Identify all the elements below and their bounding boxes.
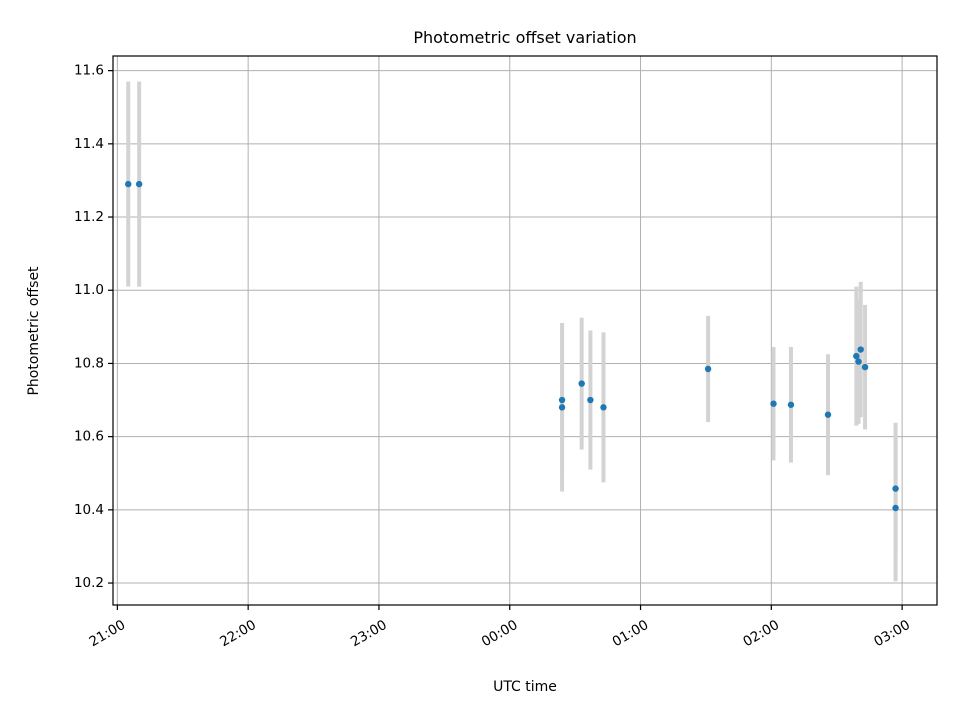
y-tick-label: 11.4	[74, 136, 104, 152]
data-point	[892, 504, 899, 512]
data-point	[578, 380, 585, 387]
tick-layer: 21:00 22:00 23:00 00:00 01:00 02:00 03:00 10.2 1…	[74, 63, 913, 651]
data-point	[600, 404, 607, 411]
x-tick-label: 02:00	[740, 617, 782, 650]
data-point	[125, 180, 132, 188]
data-point	[787, 401, 795, 408]
plot-frame	[112, 55, 938, 606]
data-point	[558, 396, 566, 404]
grid-layer	[113, 56, 937, 605]
data-point	[855, 358, 862, 365]
y-tick-label: 10.6	[74, 429, 104, 445]
x-tick-label: 00:00	[479, 617, 521, 650]
data-point	[770, 400, 777, 407]
data-point	[587, 396, 594, 404]
y-tick-label: 10.4	[74, 502, 104, 518]
data-point	[861, 363, 869, 371]
chart-title: Photometric offset variation	[413, 28, 636, 47]
y-tick-label: 10.2	[74, 575, 104, 591]
errorbar-layer	[126, 81, 898, 582]
data-point	[824, 411, 832, 418]
x-tick-label: 22:00	[217, 617, 259, 650]
data-point	[558, 404, 566, 411]
x-tick-label: 23:00	[348, 617, 390, 650]
y-tick-label: 10.8	[74, 355, 104, 371]
x-axis-label: UTC time	[493, 679, 557, 695]
data-point	[892, 485, 899, 492]
point-layer	[125, 180, 899, 512]
data-point	[857, 346, 864, 353]
y-tick-label: 11.0	[74, 282, 104, 298]
x-tick-label: 01:00	[610, 617, 652, 650]
x-tick-label: 03:00	[871, 617, 913, 650]
x-tick-label: 21:00	[86, 617, 128, 650]
data-point	[135, 180, 143, 188]
data-point	[704, 365, 712, 373]
y-tick-label: 11.2	[74, 209, 104, 225]
y-tick-label: 11.6	[74, 63, 104, 79]
data-point	[853, 352, 860, 360]
y-axis-label: Photometric offset	[26, 266, 42, 396]
